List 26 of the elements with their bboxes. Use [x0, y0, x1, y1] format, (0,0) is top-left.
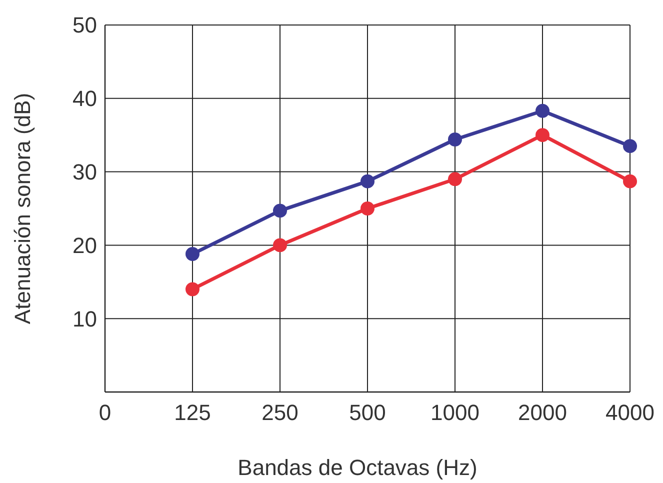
point: [360, 202, 374, 216]
y-tick-label: 50: [72, 12, 97, 38]
y-tick-label: 30: [72, 160, 97, 184]
x-axis-title: Bandas de Octavas (Hz): [238, 455, 478, 480]
x-tick-label: 2000: [518, 400, 567, 425]
y-tick-label: 40: [72, 86, 97, 112]
point: [273, 204, 287, 218]
x-tick-label: 0: [98, 400, 112, 425]
point: [536, 128, 550, 142]
point: [448, 172, 462, 186]
point: [448, 132, 462, 147]
point: [623, 139, 637, 154]
x-tick-label: 4000: [606, 400, 654, 425]
x-tick-label: 1000: [430, 400, 480, 425]
point: [273, 238, 287, 252]
point: [360, 174, 374, 188]
y-tick-label: 10: [72, 306, 97, 332]
point: [623, 174, 637, 188]
y-tick-label: 20: [72, 232, 97, 258]
point: [186, 247, 200, 262]
point: [186, 282, 200, 296]
y-axis-title: Atenuación sonora (dB): [10, 92, 35, 324]
point: [536, 104, 550, 118]
x-tick-label: 500: [349, 400, 386, 425]
x-tick-label: 125: [174, 400, 211, 425]
x-tick-label: 250: [262, 400, 298, 425]
